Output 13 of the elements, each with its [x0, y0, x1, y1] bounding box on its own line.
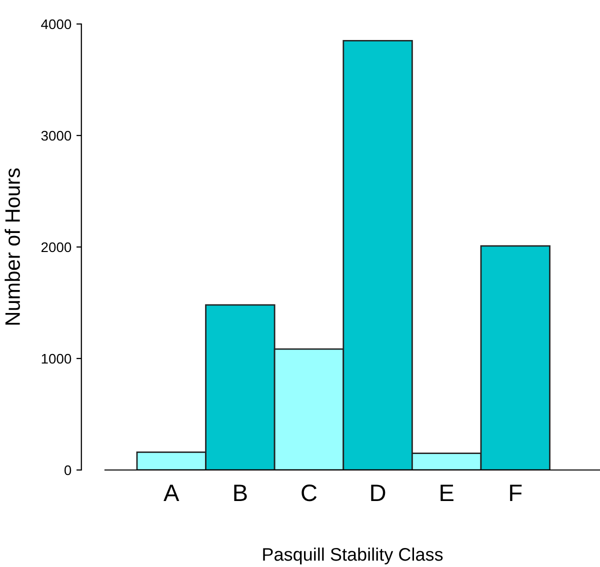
- y-tick-label: 2000: [41, 242, 72, 252]
- x-axis-title: Pasquill Stability Class: [263, 548, 443, 564]
- x-tick-label: A: [164, 484, 180, 501]
- y-tick-label: 3000: [41, 130, 72, 141]
- y-tick-label: 1000: [42, 354, 72, 364]
- x-tick-label: E: [440, 484, 454, 501]
- x-tick-label: D: [371, 484, 386, 501]
- y-tick-label: 4000: [41, 19, 72, 30]
- x-tick-label: C: [302, 484, 317, 502]
- x-tick-label: B: [234, 484, 247, 501]
- y-tick-label: 0: [64, 465, 72, 476]
- y-axis-title: Number of Hours: [4, 168, 20, 325]
- x-tick-label: F: [510, 484, 522, 501]
